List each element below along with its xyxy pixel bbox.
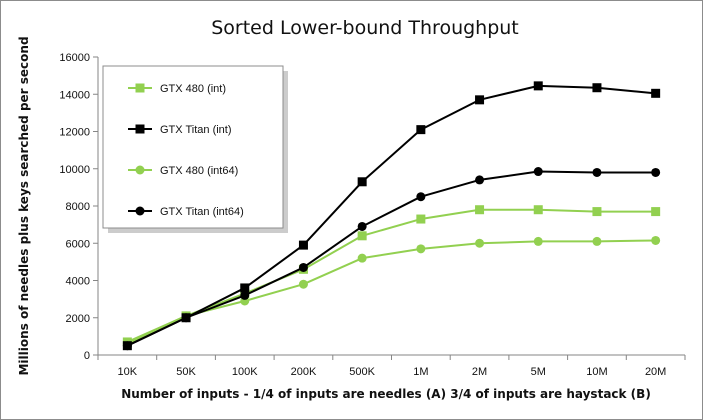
data-point — [416, 214, 426, 224]
data-point — [533, 236, 543, 246]
series-gtx-titan-int64 — [122, 167, 661, 351]
data-point — [122, 341, 132, 351]
series-line — [126, 208, 656, 343]
chart-title: Sorted Lower-bound Throughput — [211, 17, 519, 39]
y-axis-title: Millions of needles plus keys searched p… — [17, 36, 31, 375]
legend-label: GTX 480 (int) — [160, 83, 226, 95]
data-point — [475, 175, 485, 185]
data-point — [298, 262, 308, 272]
data-point — [651, 167, 661, 177]
legend-item: GTX Titan (int) — [128, 124, 232, 136]
data-point — [357, 231, 367, 241]
series-gtx-titan-int — [122, 81, 661, 351]
axes: 0 2000 4000 6000 8000 10000 12000 14000 16000 10K… — [59, 52, 686, 378]
data-point — [533, 81, 543, 91]
legend-item: GTX 480 (int) — [128, 83, 226, 95]
data-point — [298, 279, 308, 289]
legend-swatch-marker — [135, 206, 145, 216]
data-point — [181, 313, 191, 323]
legend-swatch-marker — [135, 124, 145, 134]
data-point — [475, 95, 485, 105]
series-line — [126, 170, 656, 347]
series-line — [126, 239, 656, 345]
series-gtx-480-int64 — [122, 235, 661, 349]
data-point — [416, 192, 426, 202]
y-tick-label: 6000 — [66, 238, 90, 250]
y-tick-label: 2000 — [66, 313, 90, 325]
data-point — [475, 238, 485, 248]
x-tick-label: 10M — [586, 366, 607, 378]
data-point — [357, 177, 367, 187]
data-point — [651, 207, 661, 217]
legend-swatch-marker — [135, 165, 145, 175]
data-point — [475, 205, 485, 215]
series-layer — [122, 81, 661, 351]
data-point — [240, 290, 250, 300]
y-tick-label: 4000 — [66, 276, 90, 288]
x-tick-label: 200K — [291, 366, 317, 378]
legend-item: GTX 480 (int64) — [128, 165, 238, 177]
data-point — [592, 167, 602, 177]
legend-item: GTX Titan (int64) — [128, 206, 244, 218]
x-tick-label: 100K — [232, 366, 258, 378]
y-tick-label: 8000 — [66, 201, 90, 213]
data-point — [416, 244, 426, 254]
legend-swatch-marker — [135, 83, 145, 93]
y-tick-label: 0 — [84, 350, 90, 362]
data-point — [533, 205, 543, 215]
x-tick-label: 500K — [349, 366, 375, 378]
y-tick-label: 10000 — [59, 164, 90, 176]
data-point — [298, 240, 308, 250]
series-line — [126, 84, 656, 347]
data-point — [357, 221, 367, 231]
y-tick-label: 12000 — [59, 127, 90, 139]
legend-label: GTX Titan (int64) — [160, 206, 244, 218]
data-point — [592, 236, 602, 246]
y-tick-label: 14000 — [59, 89, 90, 101]
x-tick-label: 20M — [645, 366, 666, 378]
data-point — [592, 207, 602, 217]
data-point — [416, 125, 426, 135]
data-point — [592, 83, 602, 93]
data-point — [533, 167, 543, 177]
x-tick-label: 50K — [176, 366, 196, 378]
legend: GTX 480 (int) GTX Titan (int) GTX 480 (int… — [102, 65, 288, 233]
legend-label: GTX Titan (int) — [160, 124, 232, 136]
x-tick-label: 2M — [472, 366, 487, 378]
x-tick-label: 5M — [531, 366, 546, 378]
x-tick-label: 10K — [118, 366, 138, 378]
x-axis-title: Number of inputs - 1/4 of inputs are nee… — [121, 387, 651, 401]
data-point — [651, 235, 661, 245]
data-point — [357, 253, 367, 263]
data-point — [651, 88, 661, 98]
legend-label: GTX 480 (int64) — [160, 165, 238, 177]
x-tick-label: 1M — [413, 366, 428, 378]
y-tick-label: 16000 — [59, 52, 90, 64]
data-point — [240, 283, 250, 293]
legend-box — [102, 65, 284, 229]
